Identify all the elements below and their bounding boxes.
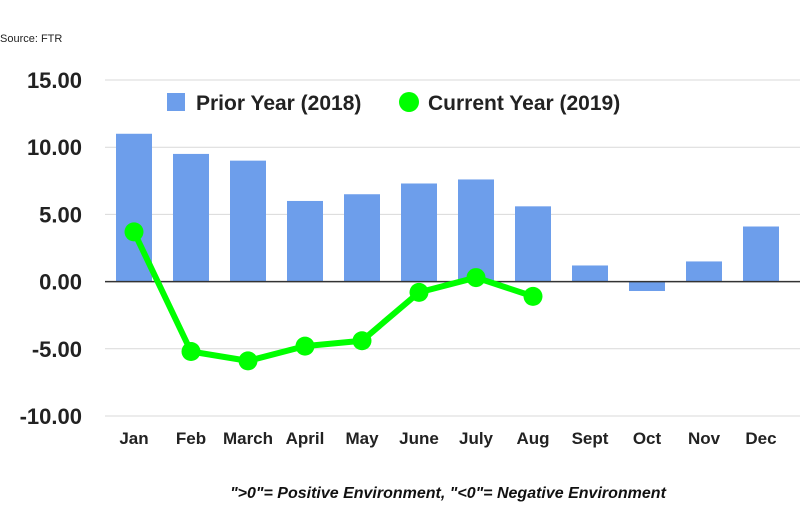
data-point xyxy=(295,336,315,356)
legend-label-prior-year: Prior Year (2018) xyxy=(196,92,361,115)
bar xyxy=(743,226,779,282)
bar xyxy=(629,281,665,292)
x-tick-label: Aug xyxy=(516,429,549,448)
data-point xyxy=(238,351,258,371)
x-tick-label: Dec xyxy=(745,429,776,448)
bar xyxy=(515,206,551,282)
source-label: Source: FTR xyxy=(0,33,62,45)
y-tick-label: 5.00 xyxy=(39,202,82,227)
y-tick-label: -5.00 xyxy=(32,337,82,362)
bar xyxy=(344,194,380,282)
line-series xyxy=(124,222,543,371)
legend-label-current-year: Current Year (2019) xyxy=(428,92,620,115)
y-tick-label: 10.00 xyxy=(27,135,82,160)
data-point xyxy=(124,222,144,242)
x-tick-label: May xyxy=(345,429,379,448)
x-tick-label: March xyxy=(223,429,273,448)
legend-swatch-prior-year xyxy=(167,93,185,111)
x-tick-label: Feb xyxy=(176,429,206,448)
bar xyxy=(572,265,608,282)
legend-swatch-current-year xyxy=(399,92,419,112)
y-tick-label: -10.00 xyxy=(20,404,82,429)
bar xyxy=(287,200,323,282)
x-tick-label: July xyxy=(459,429,494,448)
x-axis: Jan Feb March April May June July Aug Sept Oct Nov… xyxy=(119,429,776,448)
footnote: ">0"= Positive Environment, "<0"= Negati… xyxy=(230,485,666,502)
x-tick-label: Sept xyxy=(572,429,609,448)
y-tick-label: 15.00 xyxy=(27,68,82,93)
x-tick-label: Nov xyxy=(688,429,721,448)
x-tick-label: April xyxy=(286,429,325,448)
bar-series xyxy=(116,133,779,292)
y-axis: 15.00 10.00 5.00 0.00 -5.00 -10.00 xyxy=(20,68,82,429)
data-point xyxy=(181,341,201,361)
data-point xyxy=(466,268,486,288)
legend: Prior Year (2018) Current Year (2019) xyxy=(167,92,620,115)
bar xyxy=(173,153,209,282)
data-point xyxy=(523,286,543,306)
data-point xyxy=(352,331,372,351)
bar xyxy=(458,179,494,282)
bar xyxy=(230,160,266,282)
series-line xyxy=(131,228,536,364)
data-point xyxy=(409,282,429,302)
x-tick-label: Oct xyxy=(633,429,662,448)
y-tick-label: 0.00 xyxy=(39,270,82,295)
gridlines xyxy=(105,79,800,417)
x-tick-label: June xyxy=(399,429,439,448)
x-tick-label: Jan xyxy=(119,429,148,448)
bar xyxy=(401,183,437,282)
bar xyxy=(686,261,722,282)
